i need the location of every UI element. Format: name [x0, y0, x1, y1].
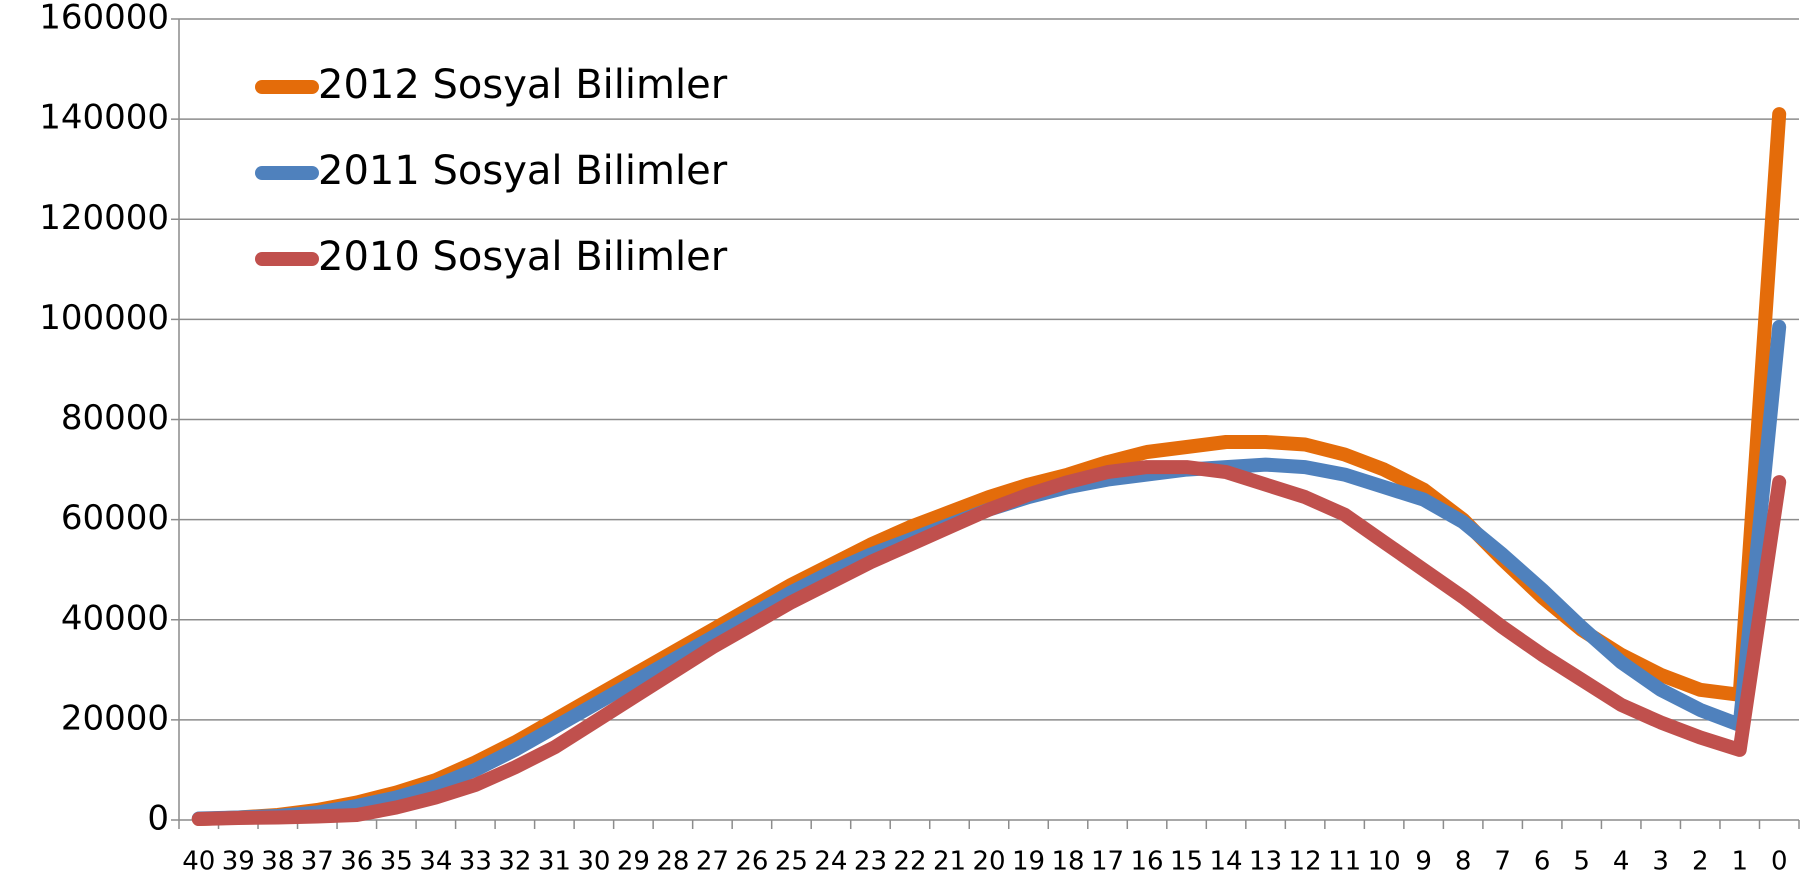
x-tick-label: 38	[261, 847, 294, 877]
x-tick-label: 14	[1210, 847, 1243, 877]
x-tick-label: 36	[340, 847, 373, 877]
x-tick-label: 12	[1289, 847, 1322, 877]
y-tick-label: 20000	[61, 698, 169, 738]
x-tick-label: 17	[1091, 847, 1124, 877]
y-tick-label: 160000	[39, 0, 169, 38]
x-tick-label: 33	[459, 847, 492, 877]
x-tick-label: 39	[222, 847, 255, 877]
x-tick-label: 23	[854, 847, 887, 877]
legend-label: 2012 Sosyal Bilimler	[318, 62, 728, 108]
x-tick-label: 0	[1771, 847, 1788, 877]
series-line	[191, 460, 1787, 826]
y-tick-label: 140000	[39, 98, 169, 138]
y-tick-label: 60000	[61, 498, 169, 538]
x-tick-label: 34	[419, 847, 452, 877]
x-tick-label: 29	[617, 847, 650, 877]
legend-label: 2010 Sosyal Bilimler	[318, 234, 728, 280]
x-tick-label: 6	[1534, 847, 1551, 877]
x-tick-label: 15	[1170, 847, 1203, 877]
x-tick-label: 20	[972, 847, 1005, 877]
x-tick-label: 22	[893, 847, 926, 877]
y-tick-label: 100000	[39, 298, 169, 338]
x-tick-label: 35	[380, 847, 413, 877]
series-line	[191, 319, 1787, 826]
legend-label: 2011 Sosyal Bilimler	[318, 148, 728, 194]
y-tick-label: 40000	[61, 598, 169, 638]
x-tick-label: 8	[1455, 847, 1472, 877]
x-tick-label: 18	[1051, 847, 1084, 877]
x-tick-label: 28	[656, 847, 689, 877]
x-tick-label: 19	[1012, 847, 1045, 877]
x-tick-label: 32	[498, 847, 531, 877]
x-tick-label: 21	[933, 847, 966, 877]
x-tick-label: 5	[1573, 847, 1590, 877]
x-tick-label: 3	[1652, 847, 1669, 877]
y-tick-label: 0	[147, 799, 169, 839]
x-tick-label: 26	[735, 847, 768, 877]
x-tick-label: 9	[1415, 847, 1432, 877]
x-tick-label: 13	[1249, 847, 1282, 877]
x-tick-label: 10	[1368, 847, 1401, 877]
x-tick-label: 24	[814, 847, 847, 877]
x-tick-label: 31	[538, 847, 571, 877]
x-tick-label: 25	[775, 847, 808, 877]
x-tick-label: 2	[1692, 847, 1709, 877]
y-tick-label: 80000	[61, 398, 169, 438]
x-tick-label: 4	[1613, 847, 1630, 877]
x-tick-label: 11	[1328, 847, 1361, 877]
x-tick-label: 7	[1494, 847, 1511, 877]
x-tick-label: 16	[1131, 847, 1164, 877]
x-tick-label: 27	[696, 847, 729, 877]
x-tick-label: 30	[577, 847, 610, 877]
x-tick-label: 40	[182, 847, 215, 877]
y-tick-label: 120000	[39, 198, 169, 238]
x-tick-label: 1	[1731, 847, 1748, 877]
x-tick-label: 37	[301, 847, 334, 877]
